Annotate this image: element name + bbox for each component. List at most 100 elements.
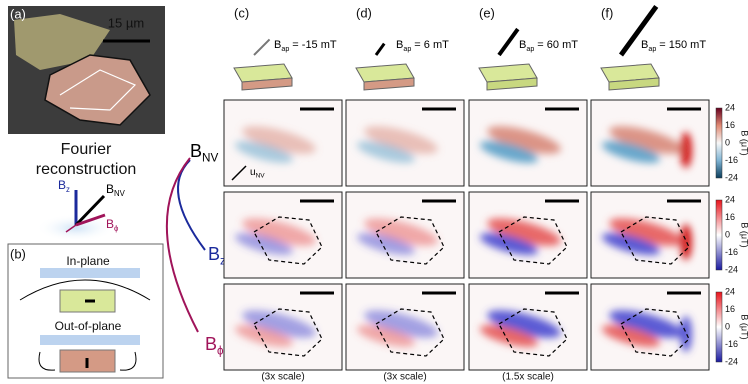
colorbar-label: B (μT) xyxy=(740,130,748,155)
subscript: z xyxy=(66,185,70,194)
colorbar-tick: 16 xyxy=(725,304,735,314)
symbol-label: Bz xyxy=(58,178,70,194)
colorbar-tick: 16 xyxy=(725,120,735,130)
feature xyxy=(356,233,416,255)
symbol-label: BNV xyxy=(106,182,126,198)
layer xyxy=(40,335,140,345)
symbol: B xyxy=(106,217,114,231)
feature xyxy=(364,218,438,246)
colorbar-tick: 16 xyxy=(725,212,735,222)
map-features xyxy=(356,126,438,163)
symbol-label: Bap = 150 mT xyxy=(641,39,706,53)
field-lines xyxy=(19,279,151,301)
feature xyxy=(609,218,683,246)
subscript: ϕ xyxy=(217,344,224,357)
subscript: NV xyxy=(114,189,126,198)
panel-label: (c) xyxy=(234,5,249,20)
symbol-label: Bap = 6 mT xyxy=(396,39,449,53)
subscript: ap xyxy=(526,45,534,53)
feature xyxy=(242,218,316,246)
slab-side xyxy=(241,77,293,91)
colorbar-tick: -16 xyxy=(725,339,738,349)
map-features xyxy=(234,126,316,163)
flake-outline xyxy=(498,216,568,265)
feature xyxy=(487,126,561,154)
colorbar-tick: -16 xyxy=(725,247,738,257)
flake-outline xyxy=(253,216,323,265)
field-value: = 60 mT xyxy=(537,39,578,51)
feature xyxy=(479,141,539,163)
map-features xyxy=(479,310,561,347)
feature xyxy=(234,141,294,163)
feature xyxy=(487,218,561,246)
flake-outline xyxy=(253,308,323,357)
symbol: B xyxy=(274,39,281,51)
feature xyxy=(242,310,316,338)
map-features xyxy=(601,218,692,260)
panel-label: (b) xyxy=(10,246,26,261)
symbol-label: Bap = -15 mT xyxy=(274,39,337,53)
arc-bphi xyxy=(165,157,199,333)
field-value: = 150 mT xyxy=(659,39,706,51)
symbol-label: BNV xyxy=(190,141,218,165)
feature xyxy=(601,233,661,255)
symbol-label: uNV xyxy=(250,167,265,180)
feature xyxy=(356,325,416,347)
flake-outline xyxy=(620,308,690,357)
feature xyxy=(601,141,661,163)
panel-label: (f) xyxy=(601,5,613,20)
colorbar-tick: -24 xyxy=(725,356,738,366)
slab-side xyxy=(608,77,660,91)
map-features xyxy=(234,310,316,347)
symbol: B xyxy=(641,39,648,51)
subscript: NV xyxy=(256,172,266,179)
symbol: B xyxy=(208,244,220,264)
symbol: B xyxy=(190,141,202,161)
symbol-label: Bϕ xyxy=(205,334,224,358)
symbol: B xyxy=(58,178,66,192)
flake-outline xyxy=(375,308,445,357)
feature xyxy=(234,325,294,347)
field-lines xyxy=(38,351,137,371)
feature xyxy=(479,325,539,347)
feature xyxy=(609,126,683,154)
flake xyxy=(14,14,110,70)
symbol: B xyxy=(205,334,217,354)
feature xyxy=(680,224,692,260)
colorbar-tick: 24 xyxy=(725,286,735,296)
out-of-plane-label: Out-of-plane xyxy=(55,319,122,333)
feature xyxy=(680,316,692,352)
field-value: = 6 mT xyxy=(414,39,449,51)
slab-side xyxy=(363,77,415,91)
subscript: NV xyxy=(202,151,218,164)
panel-label: (a) xyxy=(10,6,26,21)
colorbar-tick: 24 xyxy=(725,102,735,112)
feature xyxy=(234,233,294,255)
colorbar-label: B (μT) xyxy=(740,222,748,247)
subscript: ϕ xyxy=(114,224,119,233)
flake-outline xyxy=(620,216,690,265)
panel-label: (e) xyxy=(479,5,495,20)
feature xyxy=(680,132,692,168)
colorbar-label: B (μT) xyxy=(740,314,748,339)
layer xyxy=(40,268,140,278)
map-features xyxy=(601,126,692,168)
map-features xyxy=(234,218,316,255)
reconstruction-title: Fourier xyxy=(61,141,112,158)
symbol: B xyxy=(396,39,403,51)
feature xyxy=(364,310,438,338)
scale-note: (1.5x scale) xyxy=(502,372,554,383)
colorbar-tick: 0 xyxy=(725,229,730,239)
field-arrow xyxy=(374,42,386,56)
field-arrow xyxy=(618,4,659,57)
flake-outline-inner xyxy=(59,69,137,111)
subscript: ap xyxy=(281,45,289,53)
colorbar-tick: 0 xyxy=(725,137,730,147)
subscript: z xyxy=(220,254,226,267)
field-value: = -15 mT xyxy=(292,39,337,51)
feature xyxy=(242,126,316,154)
flake-outline xyxy=(375,216,445,265)
in-plane-label: In-plane xyxy=(66,254,110,268)
